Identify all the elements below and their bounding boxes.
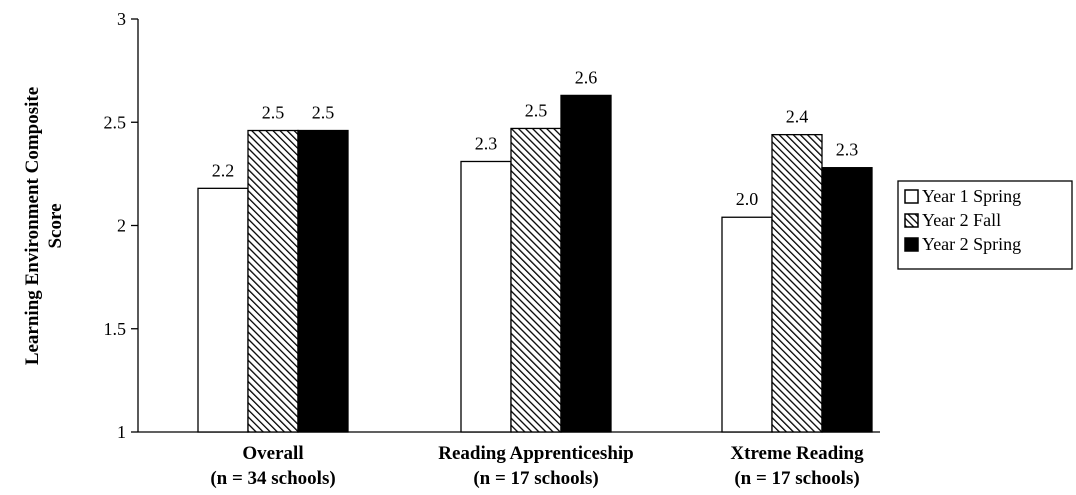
data-label: 2.5 [262, 103, 285, 123]
bar [821, 167, 873, 433]
y-axis-ticks: 1 1.5 2 2.5 3 [104, 9, 138, 442]
bar [510, 127, 562, 433]
legend: Year 1 Spring Year 2 Fall Year 2 Spring [897, 180, 1073, 270]
data-label: 2.0 [736, 189, 759, 209]
bar [721, 216, 773, 433]
bar [771, 133, 823, 433]
bar [197, 187, 249, 433]
legend-label: Year 2 Spring [922, 234, 1021, 254]
y-axis-title-text: Learning Environment Composite Score [22, 87, 66, 365]
data-label: 2.5 [312, 103, 335, 123]
category-labels: Overall (n = 34 schools) Reading Apprentic… [210, 443, 864, 489]
category-label: (n = 17 schools) [473, 468, 598, 489]
legend-swatch [904, 189, 919, 204]
category-label: Overall [242, 443, 303, 464]
y-axis-title-line: Score [45, 203, 66, 248]
data-labels: 2.2 2.3 2.0 2.5 2.5 2.4 2.5 2.6 2.3 [212, 67, 859, 209]
data-label: 2.5 [525, 100, 548, 120]
legend-label: Year 2 Fall [922, 210, 1001, 230]
bar [247, 129, 299, 433]
data-label: 2.3 [475, 133, 498, 153]
legend-label: Year 1 Spring [922, 186, 1021, 206]
data-label: 2.3 [836, 140, 859, 160]
legend-box [897, 180, 1073, 270]
bar [560, 94, 612, 433]
data-label: 2.6 [575, 67, 598, 87]
data-label: 2.4 [786, 107, 809, 127]
y-axis-title: Learning Environment Composite Score [22, 87, 66, 365]
y-tick-label: 2 [117, 216, 126, 236]
y-tick-label: 2.5 [104, 112, 127, 132]
legend-swatch [904, 213, 919, 228]
legend-swatch [904, 237, 919, 252]
category-label: (n = 34 schools) [210, 468, 335, 489]
data-label: 2.2 [212, 160, 235, 180]
category-label: Reading Apprenticeship [438, 443, 634, 464]
category-label: Xtreme Reading [730, 443, 864, 464]
bar [297, 129, 349, 433]
y-axis-title-line: Learning Environment Composite [22, 87, 43, 365]
category-label: (n = 17 schools) [734, 468, 859, 489]
y-tick-label: 1 [117, 422, 126, 442]
y-tick-label: 1.5 [104, 319, 127, 339]
bar [460, 160, 512, 433]
y-tick-label: 3 [117, 9, 126, 29]
bars [197, 94, 873, 433]
